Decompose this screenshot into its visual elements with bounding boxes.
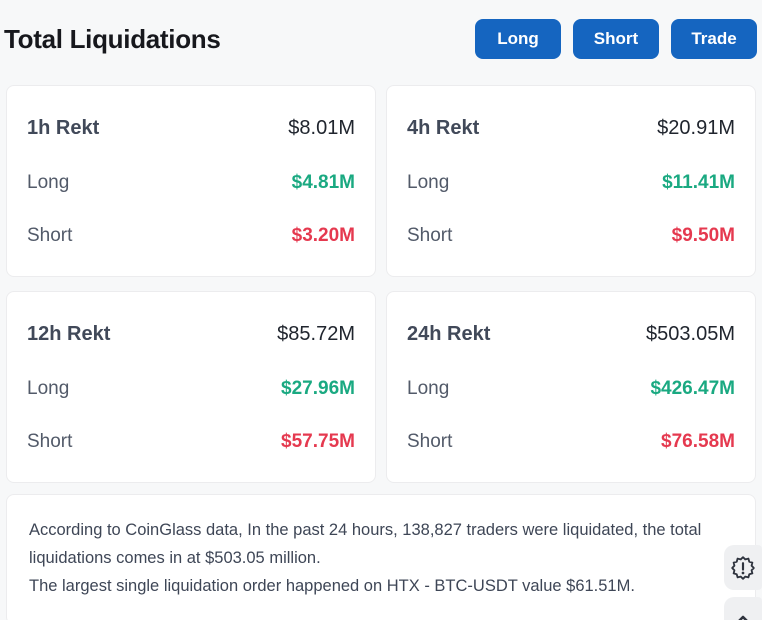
trade-button[interactable]: Trade bbox=[671, 18, 757, 60]
chevron-up-icon bbox=[731, 608, 755, 620]
period-label: 4h Rekt bbox=[407, 117, 480, 139]
long-label: Long bbox=[27, 171, 70, 193]
page-header: Total Liquidations Long Short Trade bbox=[0, 0, 762, 62]
card-header-row: 4h Rekt $20.91M bbox=[407, 117, 735, 140]
period-label: 1h Rekt bbox=[27, 117, 100, 139]
short-label: Short bbox=[407, 225, 453, 246]
alert-report-button[interactable] bbox=[724, 545, 762, 590]
long-label: Long bbox=[407, 377, 450, 399]
alert-badge-icon bbox=[730, 555, 756, 581]
short-button[interactable]: Short bbox=[573, 18, 659, 60]
card-header-row: 1h Rekt $8.01M bbox=[27, 117, 355, 140]
page-title: Total Liquidations bbox=[4, 23, 221, 54]
period-label: 24h Rekt bbox=[407, 323, 491, 345]
total-value: $85.72M bbox=[277, 323, 355, 345]
long-value: $27.96M bbox=[281, 377, 355, 399]
long-label: Long bbox=[407, 171, 450, 193]
short-value: $57.75M bbox=[281, 431, 355, 452]
card-header-row: 24h Rekt $503.05M bbox=[407, 323, 735, 346]
card-header-row: 12h Rekt $85.72M bbox=[27, 323, 355, 346]
short-value: $9.50M bbox=[671, 225, 735, 246]
short-label: Short bbox=[407, 431, 453, 452]
card-4h-rekt: 4h Rekt $20.91M Long $11.41M Short $9.50… bbox=[386, 85, 756, 277]
period-label: 12h Rekt bbox=[27, 323, 111, 345]
total-value: $20.91M bbox=[657, 117, 735, 139]
total-value: $8.01M bbox=[288, 117, 355, 139]
short-row: Short $57.75M bbox=[27, 431, 355, 453]
header-actions: Long Short Trade bbox=[475, 18, 757, 60]
liquidation-cards-grid: 1h Rekt $8.01M Long $4.81M Short $3.20M … bbox=[6, 85, 756, 483]
scroll-to-top-button[interactable] bbox=[724, 597, 762, 620]
long-label: Long bbox=[27, 377, 70, 399]
summary-card: According to CoinGlass data, In the past… bbox=[6, 494, 756, 620]
short-label: Short bbox=[27, 225, 73, 246]
card-24h-rekt: 24h Rekt $503.05M Long $426.47M Short $7… bbox=[386, 291, 756, 483]
card-12h-rekt: 12h Rekt $85.72M Long $27.96M Short $57.… bbox=[6, 291, 376, 483]
long-button[interactable]: Long bbox=[475, 18, 561, 60]
long-row: Long $11.41M bbox=[407, 172, 735, 194]
long-value: $11.41M bbox=[662, 171, 735, 193]
short-row: Short $9.50M bbox=[407, 225, 735, 247]
long-value: $4.81M bbox=[291, 171, 355, 193]
short-value: $3.20M bbox=[291, 225, 355, 246]
long-row: Long $4.81M bbox=[27, 172, 355, 194]
long-value: $426.47M bbox=[650, 377, 735, 399]
short-row: Short $3.20M bbox=[27, 225, 355, 247]
long-row: Long $426.47M bbox=[407, 378, 735, 400]
total-value: $503.05M bbox=[646, 323, 735, 345]
card-1h-rekt: 1h Rekt $8.01M Long $4.81M Short $3.20M bbox=[6, 85, 376, 277]
summary-paragraph-1: According to CoinGlass data, In the past… bbox=[29, 521, 702, 567]
short-row: Short $76.58M bbox=[407, 431, 735, 453]
summary-paragraph-2: The largest single liquidation order hap… bbox=[29, 577, 635, 595]
short-value: $76.58M bbox=[661, 431, 735, 452]
short-label: Short bbox=[27, 431, 73, 452]
long-row: Long $27.96M bbox=[27, 378, 355, 400]
